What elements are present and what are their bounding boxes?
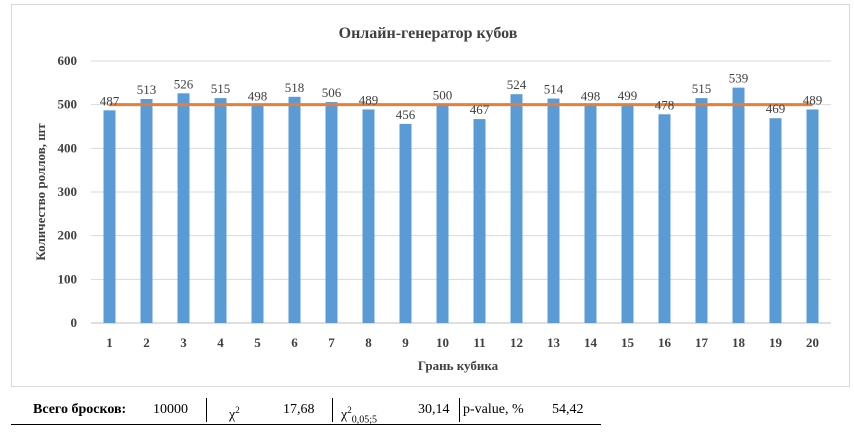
- chi2crit-value: 30,14: [418, 402, 450, 417]
- x-tick-label: 14: [584, 335, 598, 350]
- data-label: 500: [433, 88, 453, 103]
- y-tick-label: 300: [58, 184, 78, 199]
- bar: [584, 105, 597, 323]
- bar: [695, 98, 708, 323]
- bar: [658, 114, 671, 323]
- data-label: 526: [174, 76, 194, 91]
- grid-layer: [91, 60, 831, 324]
- bar: [325, 102, 338, 324]
- bar: [214, 98, 227, 323]
- chi2-sup: 2: [235, 405, 240, 415]
- bar: [547, 98, 560, 323]
- data-label: 456: [396, 107, 416, 122]
- data-label: 515: [692, 81, 712, 96]
- data-label: 478: [655, 97, 675, 112]
- x-tick-label: 13: [547, 335, 561, 350]
- divider: [459, 398, 460, 422]
- y-tick-label: 0: [71, 315, 78, 330]
- data-label: 539: [729, 71, 749, 86]
- bar-chart: Онлайн-генератор кубов Количество роллов…: [33, 25, 831, 373]
- data-label: 498: [248, 89, 268, 104]
- bar: [732, 87, 745, 324]
- x-tick-label: 20: [806, 335, 819, 350]
- data-label: 524: [507, 77, 527, 92]
- data-label: 518: [285, 80, 305, 95]
- x-tick-label: 11: [473, 335, 485, 350]
- y-tick-label: 400: [58, 140, 78, 155]
- bar: [399, 123, 412, 323]
- total-label: Всего бросков:: [33, 402, 127, 417]
- data-label: 489: [359, 92, 379, 107]
- data-label: 506: [322, 85, 342, 100]
- x-tick-label: 16: [658, 335, 672, 350]
- data-label: 514: [544, 82, 564, 97]
- data-label: 498: [581, 89, 601, 104]
- bar: [177, 93, 190, 324]
- y-tick-label: 200: [58, 228, 78, 243]
- divider: [332, 398, 333, 422]
- bar: [436, 104, 449, 324]
- bar: [251, 105, 264, 323]
- x-tick-label: 9: [402, 335, 409, 350]
- chi2-symbol: χ: [229, 407, 236, 423]
- label-layer: 0100200300400500600487151325263515449855…: [58, 53, 823, 350]
- chi2-value: 17,68: [283, 402, 315, 417]
- data-label: 469: [766, 101, 786, 116]
- x-tick-label: 19: [769, 335, 783, 350]
- bar: [140, 98, 153, 324]
- chi2-label: χ2: [229, 395, 240, 425]
- x-tick-label: 8: [365, 335, 372, 350]
- bar: [288, 96, 301, 323]
- pvalue-value: 54,42: [552, 402, 584, 417]
- data-label: 499: [618, 88, 638, 103]
- chi2crit-label: χ20,05;5: [341, 395, 377, 425]
- data-label: 513: [137, 82, 157, 97]
- chart-title: Онлайн-генератор кубов: [339, 25, 518, 42]
- x-tick-label: 17: [695, 335, 709, 350]
- bar: [621, 105, 634, 323]
- x-tick-label: 15: [621, 335, 635, 350]
- bar: [473, 119, 486, 324]
- x-tick-label: 2: [143, 335, 150, 350]
- x-tick-label: 5: [254, 335, 261, 350]
- bar: [806, 109, 819, 323]
- pvalue-label: p-value, %: [463, 402, 524, 417]
- data-label: 489: [803, 92, 823, 107]
- x-tick-label: 4: [217, 335, 224, 350]
- bar: [103, 110, 116, 324]
- data-label: 467: [470, 102, 490, 117]
- chi2crit-sup: 2: [347, 405, 352, 415]
- data-label: 515: [211, 81, 231, 96]
- divider: [206, 398, 207, 422]
- y-tick-label: 500: [58, 97, 78, 112]
- y-axis-label: Количество роллов, шт: [33, 123, 48, 261]
- chi2crit-symbol: χ: [341, 407, 348, 423]
- y-tick-label: 600: [58, 53, 78, 68]
- x-axis-label: Грань кубика: [418, 358, 499, 373]
- x-tick-label: 12: [510, 335, 523, 350]
- bar: [510, 94, 523, 323]
- stats-bar: Всего бросков: 10000 χ2 17,68 χ20,05;5 3…: [11, 395, 601, 425]
- chart-frame: Онлайн-генератор кубов Количество роллов…: [11, 4, 850, 387]
- x-tick-label: 6: [291, 335, 298, 350]
- x-tick-label: 10: [436, 335, 449, 350]
- bar: [769, 118, 782, 323]
- stats-underline: [11, 424, 601, 425]
- x-tick-label: 1: [106, 335, 113, 350]
- total-value: 10000: [153, 402, 188, 417]
- chi2crit-sub: 0,05;5: [351, 414, 377, 426]
- x-tick-label: 7: [328, 335, 335, 350]
- x-tick-label: 18: [732, 335, 746, 350]
- x-tick-label: 3: [180, 335, 187, 350]
- bar: [362, 109, 375, 323]
- y-tick-label: 100: [58, 271, 78, 286]
- data-label: 487: [100, 93, 120, 108]
- bar-layer: [103, 87, 819, 324]
